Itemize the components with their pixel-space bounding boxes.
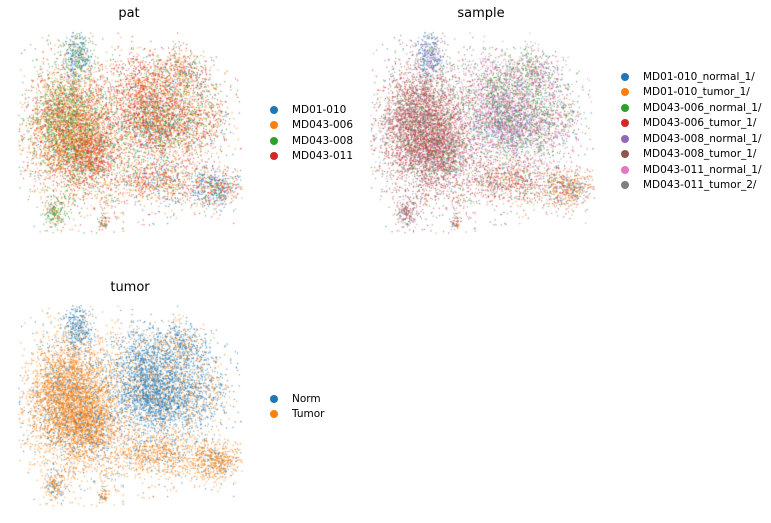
legend-tumor: Norm Tumor	[270, 391, 324, 422]
legend-marker	[270, 410, 278, 419]
legend-item-md043-006: MD043-006	[270, 118, 353, 134]
legend-marker	[621, 88, 629, 97]
legend-item-norm: Norm	[270, 391, 324, 407]
legend-item-md01-010-tumor-1: MD01-010_tumor_1/	[621, 85, 762, 101]
chart-title-tumor: tumor	[110, 280, 150, 295]
legend-marker	[621, 134, 629, 143]
umap-scatter-pat	[16, 30, 244, 235]
legend-label: MD01-010	[292, 103, 347, 116]
legend-item-md01-010: MD01-010	[270, 102, 353, 118]
legend-marker	[270, 121, 278, 130]
legend-label: MD043-011_tumor_2/	[643, 179, 757, 192]
legend-marker	[621, 181, 629, 190]
chart-title-sample: sample	[457, 6, 505, 21]
legend-marker	[270, 394, 278, 403]
legend-label: MD043-006_tumor_1/	[643, 117, 757, 130]
legend-label: MD043-011_normal_1/	[643, 163, 762, 176]
legend-label: MD043-008_tumor_1/	[643, 148, 757, 161]
legend-label: MD043-006_normal_1/	[643, 101, 762, 114]
legend-item-md01-010-normal-1: MD01-010_normal_1/	[621, 69, 762, 85]
legend-item-md043-006-normal-1: MD043-006_normal_1/	[621, 100, 762, 116]
legend-marker	[270, 152, 278, 161]
legend-label: MD043-006	[292, 119, 354, 132]
legend-marker	[270, 105, 278, 114]
legend-label: Tumor	[292, 408, 325, 421]
legend-item-tumor: Tumor	[270, 407, 324, 423]
legend-label: MD043-011	[292, 150, 354, 163]
legend-item-md043-011-normal-1: MD043-011_normal_1/	[621, 162, 762, 178]
legend-marker	[621, 72, 629, 81]
legend-label: MD01-010_normal_1/	[643, 70, 755, 83]
legend-label: MD043-008	[292, 134, 354, 147]
legend-marker	[621, 150, 629, 159]
umap-scatter-sample	[368, 30, 596, 235]
legend-item-md043-008-tumor-1: MD043-008_tumor_1/	[621, 147, 762, 163]
legend-marker	[621, 119, 629, 128]
legend-marker	[621, 103, 629, 112]
umap-scatter-tumor	[16, 303, 244, 508]
chart-title-pat: pat	[118, 6, 140, 21]
legend-marker	[270, 136, 278, 145]
legend-label: Norm	[292, 392, 321, 405]
legend-item-md043-008: MD043-008	[270, 133, 353, 149]
legend-pat: MD01-010 MD043-006 MD043-008 MD043-011	[270, 102, 353, 164]
legend-item-md043-011-tumor-2: MD043-011_tumor_2/	[621, 178, 762, 194]
legend-label: MD043-008_normal_1/	[643, 132, 762, 145]
legend-item-md043-006-tumor-1: MD043-006_tumor_1/	[621, 116, 762, 132]
legend-marker	[621, 165, 629, 174]
legend-item-md043-008-normal-1: MD043-008_normal_1/	[621, 131, 762, 147]
legend-label: MD01-010_tumor_1/	[643, 86, 750, 99]
legend-sample: MD01-010_normal_1/MD01-010_tumor_1/MD043…	[621, 69, 762, 193]
legend-item-md043-011: MD043-011	[270, 149, 353, 165]
